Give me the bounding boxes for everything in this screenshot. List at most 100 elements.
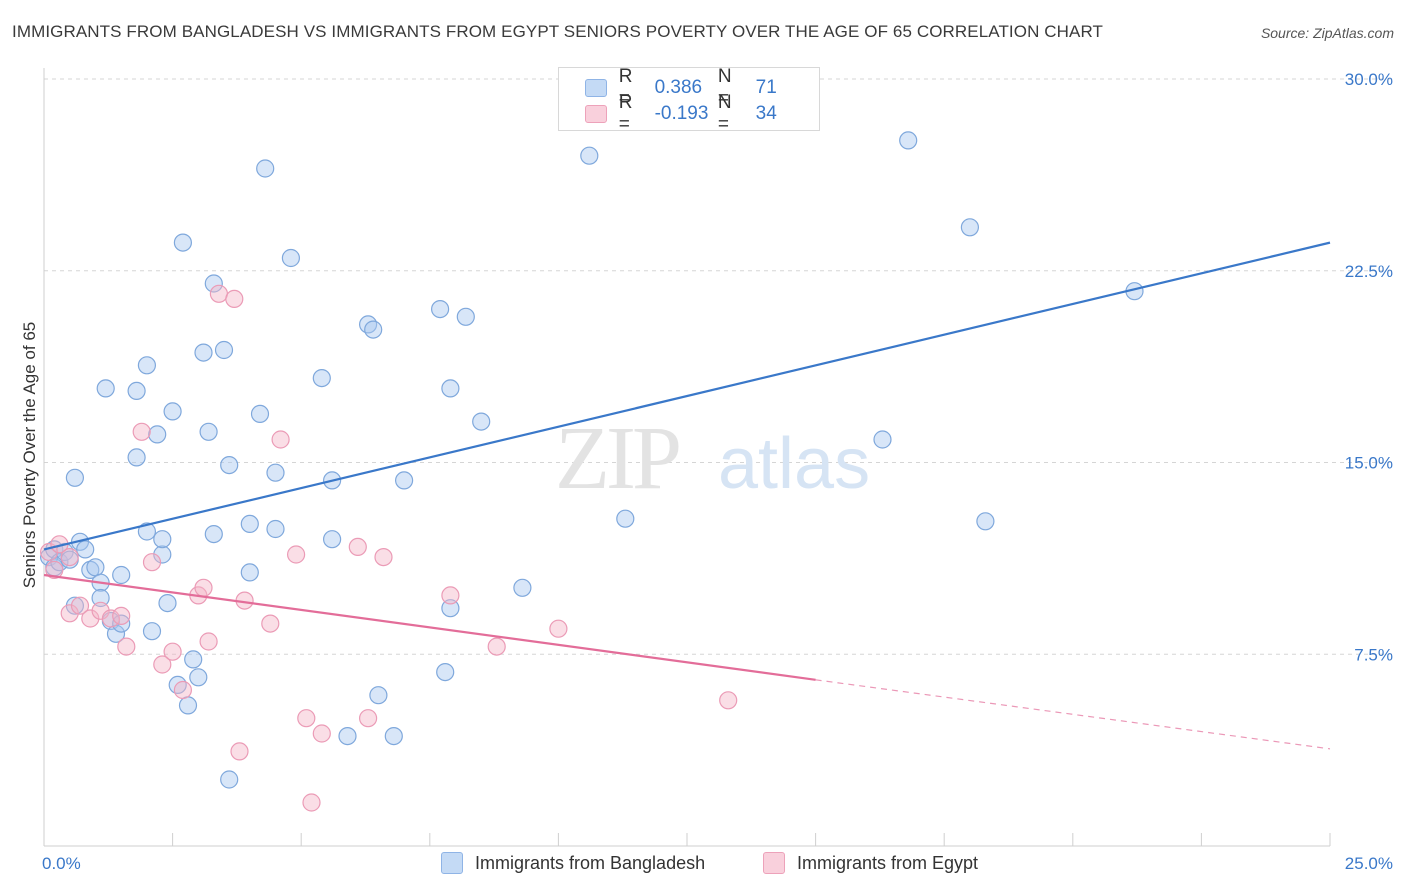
legend-label-bangladesh: Immigrants from Bangladesh xyxy=(475,852,706,873)
point-bangladesh xyxy=(65,468,85,487)
point-egypt xyxy=(101,609,121,628)
n-value-bangladesh: 71 xyxy=(755,77,777,98)
point-bangladesh xyxy=(153,530,172,549)
point-egypt xyxy=(441,586,460,605)
point-egypt xyxy=(271,430,290,449)
point-egypt xyxy=(91,601,110,620)
point-bangladesh xyxy=(441,599,460,618)
point-bangladesh xyxy=(127,381,146,400)
point-egypt xyxy=(70,596,90,615)
point-bangladesh xyxy=(580,146,599,165)
point-bangladesh xyxy=(364,320,383,339)
point-bangladesh xyxy=(266,463,285,482)
point-bangladesh xyxy=(281,248,300,268)
point-bangladesh xyxy=(189,668,208,687)
point-bangladesh xyxy=(899,131,918,150)
r-value-bangladesh: 0.386 xyxy=(654,77,703,98)
point-egypt xyxy=(302,793,321,812)
point-bangladesh xyxy=(338,726,357,746)
trend-line-egypt xyxy=(43,573,816,681)
point-bangladesh xyxy=(359,315,378,334)
point-egypt xyxy=(60,547,79,567)
trend-line-egypt-extrapolated xyxy=(815,679,1331,750)
point-egypt xyxy=(194,578,213,597)
point-bangladesh xyxy=(168,675,187,695)
point-bangladesh xyxy=(395,471,414,490)
legend-label-egypt: Immigrants from Egypt xyxy=(797,852,979,873)
point-bangladesh xyxy=(148,425,167,444)
legend-swatch-egypt xyxy=(585,105,607,123)
legend-swatch-bangladesh xyxy=(441,852,463,874)
y-tick-label: 15.0% xyxy=(1345,454,1393,473)
point-egypt xyxy=(163,642,182,661)
point-egypt xyxy=(81,609,100,628)
point-egypt xyxy=(199,632,218,651)
point-egypt xyxy=(45,560,64,580)
point-bangladesh xyxy=(384,726,403,746)
legend-item-bangladesh[interactable]: Immigrants from Bangladesh xyxy=(441,852,705,874)
watermark: ZIP atlas xyxy=(555,409,870,508)
n-label: N = xyxy=(717,92,732,135)
point-bangladesh xyxy=(513,578,532,597)
chart-title: IMMIGRANTS FROM BANGLADESH VS IMMIGRANTS… xyxy=(12,22,1104,41)
point-bangladesh xyxy=(137,522,156,541)
y-axis-label: Seniors Poverty Over the Age of 65 xyxy=(20,321,39,589)
legend-item-egypt[interactable]: Immigrants from Egypt xyxy=(763,852,978,874)
series-legend: Immigrants from Bangladesh Immigrants fr… xyxy=(0,852,1406,878)
point-bangladesh xyxy=(91,588,110,608)
legend-swatch-bangladesh xyxy=(585,79,607,97)
correlation-legend: R = 0.386 N = 71 R = -0.193 N = 34 xyxy=(558,66,820,135)
point-egypt xyxy=(297,709,316,728)
egypt-points xyxy=(39,284,738,812)
point-bangladesh xyxy=(86,558,105,577)
y-tick-label: 7.5% xyxy=(1354,645,1393,664)
r-label: R = xyxy=(618,66,633,109)
y-tick-label: 30.0% xyxy=(1345,70,1393,89)
point-bangladesh xyxy=(369,686,388,705)
point-bangladesh xyxy=(472,412,491,431)
point-egypt xyxy=(112,606,131,626)
watermark-atlas: atlas xyxy=(718,424,870,504)
point-bangladesh xyxy=(220,770,239,789)
point-egypt xyxy=(225,289,244,308)
point-egypt xyxy=(374,547,393,567)
point-egypt xyxy=(719,691,738,710)
point-bangladesh xyxy=(256,159,275,178)
point-egypt xyxy=(173,680,192,700)
point-bangladesh xyxy=(173,233,192,252)
point-bangladesh xyxy=(873,430,892,449)
trend-line-bangladesh xyxy=(43,241,1331,551)
y-tick-label: 22.5% xyxy=(1345,262,1393,281)
point-bangladesh xyxy=(960,218,980,237)
axes xyxy=(43,68,1331,847)
point-egypt xyxy=(359,709,378,728)
point-bangladesh xyxy=(616,509,635,528)
legend-row-egypt: R = -0.193 N = 34 xyxy=(585,92,819,135)
point-egypt xyxy=(287,545,306,564)
n-value-egypt: 34 xyxy=(755,103,777,124)
point-bangladesh xyxy=(142,622,162,641)
point-egypt xyxy=(209,284,228,303)
point-bangladesh xyxy=(112,565,131,585)
point-egypt xyxy=(312,724,331,743)
point-bangladesh xyxy=(158,593,177,613)
point-egypt xyxy=(348,537,367,557)
point-bangladesh xyxy=(204,524,223,544)
r-value-egypt: -0.193 xyxy=(654,103,709,124)
source-credit: Source: ZipAtlas.com xyxy=(1260,25,1394,41)
point-bangladesh xyxy=(266,519,285,539)
point-bangladesh xyxy=(436,662,455,682)
point-bangladesh xyxy=(127,448,146,467)
point-bangladesh xyxy=(81,560,100,580)
point-bangladesh xyxy=(199,422,218,441)
point-bangladesh xyxy=(184,650,203,669)
point-bangladesh xyxy=(240,514,259,534)
legend-row-bangladesh: R = 0.386 N = 71 xyxy=(585,66,819,109)
point-bangladesh xyxy=(194,343,213,362)
point-bangladesh xyxy=(312,369,331,388)
point-bangladesh xyxy=(153,545,172,564)
point-bangladesh xyxy=(456,307,475,326)
point-egypt xyxy=(230,742,249,761)
point-bangladesh xyxy=(250,404,270,423)
